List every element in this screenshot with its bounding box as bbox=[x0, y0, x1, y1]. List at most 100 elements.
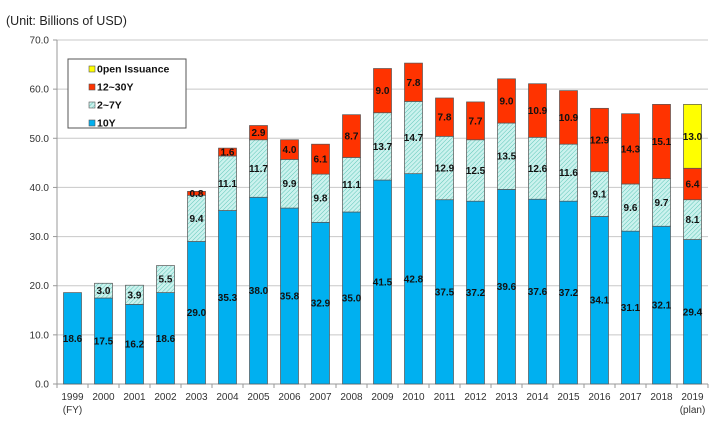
data-label-12-30y-2009: 9.0 bbox=[376, 86, 390, 97]
y-tick-label: 10.0 bbox=[30, 330, 50, 341]
legend-swatch-12-30y bbox=[88, 83, 96, 91]
data-label-12-30y-2015: 10.9 bbox=[559, 113, 579, 124]
bar-12-30y-2013 bbox=[497, 78, 516, 124]
x-tick-label: 2001 bbox=[123, 392, 146, 403]
data-label-2-7y-2010: 14.7 bbox=[404, 133, 424, 144]
legend-swatch-10y bbox=[88, 119, 96, 127]
data-label-0pen-issuance-2019: 13.0 bbox=[683, 132, 703, 143]
x-axis-ticks: 1999 2000 2001 2002 2003 2004 2005 2006 2007 2008… bbox=[61, 392, 705, 416]
x-tick-label: 2009 bbox=[371, 392, 394, 403]
bar-12-30y-2004 bbox=[218, 147, 237, 157]
bar-12-30y-2015 bbox=[559, 90, 578, 145]
x-tick-label: 2011 bbox=[434, 392, 456, 403]
y-tick-label: 40.0 bbox=[30, 183, 50, 194]
x-tick-label: 2003 bbox=[185, 392, 208, 403]
bar-12-30y-2016 bbox=[590, 107, 609, 173]
data-label-10y-2012: 37.2 bbox=[466, 288, 486, 299]
x-tick-label: 2019 bbox=[681, 392, 704, 403]
data-label-2-7y-2017: 9.6 bbox=[624, 203, 638, 214]
legend-label-12-30y: 12~30Y bbox=[97, 82, 134, 94]
data-label-2-7y-2014: 12.6 bbox=[528, 164, 548, 175]
data-label-2-7y-2016: 9.1 bbox=[593, 190, 607, 201]
data-label-2-7y-2005: 11.7 bbox=[249, 164, 268, 175]
data-label-10y-2010: 42.8 bbox=[404, 274, 424, 285]
data-label-12-30y-2012: 7.7 bbox=[469, 116, 483, 127]
y-tick-label: 30.0 bbox=[30, 232, 50, 243]
x-tick-label: 2013 bbox=[495, 392, 518, 403]
unit-label: (Unit: Billions of USD) bbox=[6, 14, 127, 28]
data-label-12-30y-2019: 6.4 bbox=[686, 179, 700, 190]
data-label-12-30y-2014: 10.9 bbox=[528, 106, 548, 117]
x-tick-label: 2015 bbox=[557, 392, 580, 403]
data-label-12-30y-2013: 9.0 bbox=[500, 96, 514, 107]
bar-12-30y-2009 bbox=[373, 68, 392, 114]
data-label-2-7y-2008: 11.1 bbox=[342, 180, 361, 191]
data-label-10y-2014: 37.6 bbox=[528, 287, 548, 298]
data-label-2-7y-2006: 9.9 bbox=[283, 179, 297, 190]
data-label-12-30y-2018: 15.1 bbox=[652, 137, 672, 148]
x-tick-label: 2012 bbox=[464, 392, 487, 403]
data-label-10y-2005: 38.0 bbox=[249, 286, 269, 297]
legend-label-2-7y: 2~7Y bbox=[97, 100, 122, 112]
data-label-10y-2017: 31.1 bbox=[621, 303, 641, 314]
data-label-12-30y-2004: 1.6 bbox=[221, 148, 235, 159]
x-axis-label: (FY) bbox=[63, 405, 82, 416]
data-label-12-30y-2003: 0.8 bbox=[190, 189, 204, 200]
y-tick-label: 50.0 bbox=[30, 134, 50, 145]
y-tick-label: 20.0 bbox=[30, 281, 50, 292]
bar-12-30y-2003 bbox=[187, 191, 206, 196]
data-label-12-30y-2010: 7.8 bbox=[407, 78, 421, 89]
x-tick-label: 2008 bbox=[340, 392, 363, 403]
bar-12-30y-2014 bbox=[528, 83, 547, 138]
bar-12-30y-2011 bbox=[435, 97, 454, 137]
data-label-12-30y-2016: 12.9 bbox=[590, 136, 610, 147]
bar-12-30y-2018 bbox=[652, 104, 671, 179]
bar-12-30y-2006 bbox=[280, 139, 299, 160]
bar-12-30y-2005 bbox=[249, 125, 268, 141]
bar-12-30y-2010 bbox=[404, 62, 423, 102]
data-label-10y-2015: 37.2 bbox=[559, 288, 579, 299]
x-tick-label: 2010 bbox=[402, 392, 425, 403]
bar-2-7y-2000 bbox=[94, 282, 113, 299]
data-label-10y-2006: 35.8 bbox=[280, 292, 300, 303]
legend-box bbox=[67, 58, 187, 129]
y-axis-ticks: 0.0 10.0 20.0 30.0 40.0 50.0 60.0 70.0 bbox=[30, 36, 50, 391]
data-label-2-7y-2019: 8.1 bbox=[686, 215, 700, 226]
data-label-2-7y-2001: 3.9 bbox=[128, 290, 142, 301]
data-label-2-7y-2013: 13.5 bbox=[497, 152, 517, 163]
legend-swatch-2-7y bbox=[88, 101, 96, 109]
data-label-12-30y-2005: 2.9 bbox=[252, 128, 266, 139]
data-label-10y-2013: 39.6 bbox=[497, 282, 517, 293]
y-tick-label: 70.0 bbox=[30, 36, 50, 47]
data-label-12-30y-2011: 7.8 bbox=[438, 113, 452, 124]
x-tick-label: 2002 bbox=[154, 392, 177, 403]
x-tick-label: 2005 bbox=[247, 392, 270, 403]
data-label-10y-1999: 18.6 bbox=[63, 334, 83, 345]
x-tick-sublabel: (plan) bbox=[680, 405, 706, 416]
legend-swatch-0pen-issuance bbox=[88, 65, 96, 73]
x-tick-label: 2000 bbox=[92, 392, 115, 403]
data-label-10y-2003: 29.0 bbox=[187, 308, 207, 319]
bar-12-30y-2012 bbox=[466, 101, 485, 141]
data-labels: 18.6 17.5 3.0 16.2 3.9 18.6 5.5 29.0 9.4 0.8 35.3 1… bbox=[63, 78, 703, 351]
legend-label-10y: 10Y bbox=[97, 118, 116, 130]
data-label-2-7y-2015: 11.6 bbox=[559, 168, 578, 179]
x-tick-label: 2007 bbox=[309, 392, 332, 403]
bar-12-30y-2008 bbox=[342, 114, 361, 158]
bar-10y-1999 bbox=[63, 292, 82, 385]
data-label-12-30y-2006: 4.0 bbox=[283, 145, 297, 156]
data-label-10y-2016: 34.1 bbox=[590, 296, 610, 307]
bar-12-30y-2017 bbox=[621, 113, 640, 185]
data-label-10y-2007: 32.9 bbox=[311, 299, 331, 310]
data-label-2-7y-2018: 9.7 bbox=[655, 198, 669, 209]
data-label-10y-2011: 37.5 bbox=[435, 287, 455, 298]
data-label-2-7y-2004: 11.1 bbox=[218, 179, 237, 190]
data-label-2-7y-2011: 12.9 bbox=[435, 164, 455, 175]
bar-2-7y-2002 bbox=[156, 265, 175, 293]
legend: 0pen Issuance 12~30Y 2~7Y 10Y bbox=[67, 58, 187, 130]
data-label-2-7y-2002: 5.5 bbox=[159, 275, 173, 286]
x-tick-label: 2016 bbox=[588, 392, 611, 403]
bars bbox=[63, 62, 702, 385]
data-label-10y-2002: 18.6 bbox=[156, 334, 176, 345]
